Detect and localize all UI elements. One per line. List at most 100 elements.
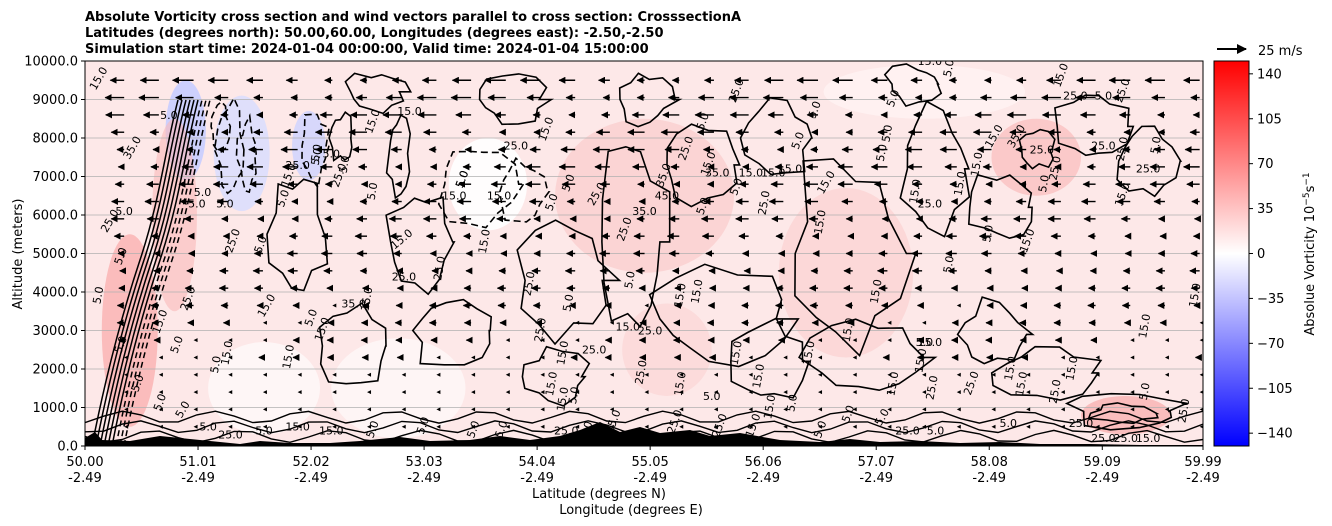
wind-arrow: [436, 407, 441, 412]
wind-arrow: [679, 407, 684, 412]
wind-arrow: [124, 390, 129, 395]
wind-arrow: [505, 424, 510, 429]
wind-arrow: [852, 372, 857, 377]
wind-arrow: [922, 424, 927, 429]
contour-label: 25.0: [1114, 136, 1131, 162]
x-tick-label-lon: -2.49: [859, 471, 893, 486]
wind-arrow: [1164, 424, 1169, 429]
y-tick-label: 0.0: [57, 440, 78, 455]
contour-line: [1116, 125, 1183, 198]
wind-arrow: [1199, 338, 1203, 342]
contour-label: 15.0: [884, 371, 901, 397]
contour-line: [899, 100, 971, 238]
x-tick-label-lon: -2.49: [181, 471, 215, 486]
contour-label: 5.0: [1000, 417, 1018, 430]
contour-label: 25.0: [285, 159, 310, 172]
contour-line: [1087, 402, 1160, 425]
wind-arrow: [158, 372, 163, 377]
wind-arrow: [401, 390, 406, 395]
wind-arrow: [956, 407, 961, 412]
contour-label: 5.0: [884, 88, 902, 109]
contour-line: [521, 345, 591, 407]
wind-arrow: [540, 424, 545, 429]
contour-line: [119, 99, 207, 446]
contour-label: 25.0: [1091, 432, 1116, 445]
contour-line: [437, 150, 525, 229]
wind-arrow: [228, 390, 233, 395]
wind-arrow: [713, 407, 718, 412]
colorbar: 140 105 70 35 0 −35 −70 −105 −140 Absolue Vortic…: [1213, 60, 1318, 447]
wind-arrow: [783, 355, 788, 360]
contour-line: [411, 298, 493, 366]
wind-arrow: [575, 372, 580, 377]
wind-arrow: [1026, 372, 1031, 377]
wind-arrow: [228, 372, 233, 377]
shading-blob: [555, 118, 735, 273]
wind-arrow: [505, 355, 510, 360]
x-axis: 50.00-2.4951.01-2.4952.02-2.4953.03-2.49…: [66, 446, 1222, 486]
wind-arrow: [644, 424, 649, 429]
wind-arrow: [193, 424, 198, 429]
contour-label: 5.0: [160, 109, 178, 122]
contour-line: [235, 113, 258, 194]
contour-label: 5.0: [90, 285, 106, 304]
contour-label: 15.0: [672, 282, 689, 308]
contour-line: [498, 156, 551, 223]
wind-arrow: [1060, 390, 1065, 395]
wind-arrow: [193, 407, 198, 412]
wind-arrow: [1026, 407, 1031, 412]
wind-arrow: [367, 390, 372, 395]
x-tick-label-lat: 52.02: [292, 455, 329, 470]
wind-arrow: [609, 407, 614, 412]
contour-line: [107, 99, 195, 446]
contour-label: 5.0: [1036, 174, 1052, 193]
contour-label: 5.0: [1095, 90, 1113, 103]
contour-line: [91, 99, 179, 446]
vorticity-shading: [101, 64, 1171, 439]
wind-arrow: [1130, 407, 1135, 412]
wind-arrow: [332, 424, 337, 429]
contour-line: [798, 318, 938, 392]
contour-label: 5.0: [208, 355, 224, 374]
wind-arrow: [1095, 372, 1100, 377]
contour-line: [95, 99, 183, 446]
wind-arrow: [922, 407, 927, 412]
contour-line: [739, 96, 814, 176]
contour-label: 5.0: [784, 393, 800, 412]
wind-arrow: [1130, 424, 1135, 429]
x-tick-label-lat: 56.06: [745, 455, 782, 470]
wind-arrow: [748, 372, 753, 377]
shading-blob: [448, 138, 528, 231]
contour-label: 35.0: [705, 167, 730, 180]
contour-label: 25.0: [1047, 378, 1064, 404]
wind-arrow: [228, 338, 233, 343]
wind-arrow: [1095, 424, 1100, 429]
y-tick-label: 2000.0: [33, 363, 79, 378]
x-tick-label-lon: -2.49: [520, 471, 554, 486]
wind-arrow: [783, 390, 788, 395]
y-tick-label: 8000.0: [33, 132, 79, 147]
wind-arrow: [1026, 424, 1031, 429]
wind-arrow: [158, 355, 163, 360]
contour-line: [883, 63, 943, 108]
contour-label: 15.0: [219, 340, 236, 366]
wind-arrow: [748, 424, 753, 429]
shading-blob: [213, 95, 270, 212]
terrain: [85, 422, 1203, 446]
wind-arrow: [1130, 338, 1135, 343]
wind-arrow: [852, 390, 857, 395]
y-tick-label: 5000.0: [33, 247, 79, 262]
wind-arrow: [471, 372, 476, 377]
contour-label: 15.0: [968, 151, 985, 177]
contour-label: 5.0: [874, 143, 890, 162]
wind-arrow: [1060, 407, 1065, 412]
y-tick-label: 7000.0: [33, 170, 79, 185]
x-tick-label-lat: 51.01: [179, 455, 216, 470]
x-tick-label-lat: 55.05: [632, 455, 669, 470]
wind-arrow: [505, 407, 510, 412]
contour-label: 5.0: [916, 336, 934, 349]
title-line-1: Absolute Vorticity cross section and win…: [85, 10, 741, 25]
contour-label: 15.0: [616, 321, 641, 334]
contour-label: 5.0: [927, 424, 945, 437]
contour-label: 5.0: [309, 147, 325, 166]
